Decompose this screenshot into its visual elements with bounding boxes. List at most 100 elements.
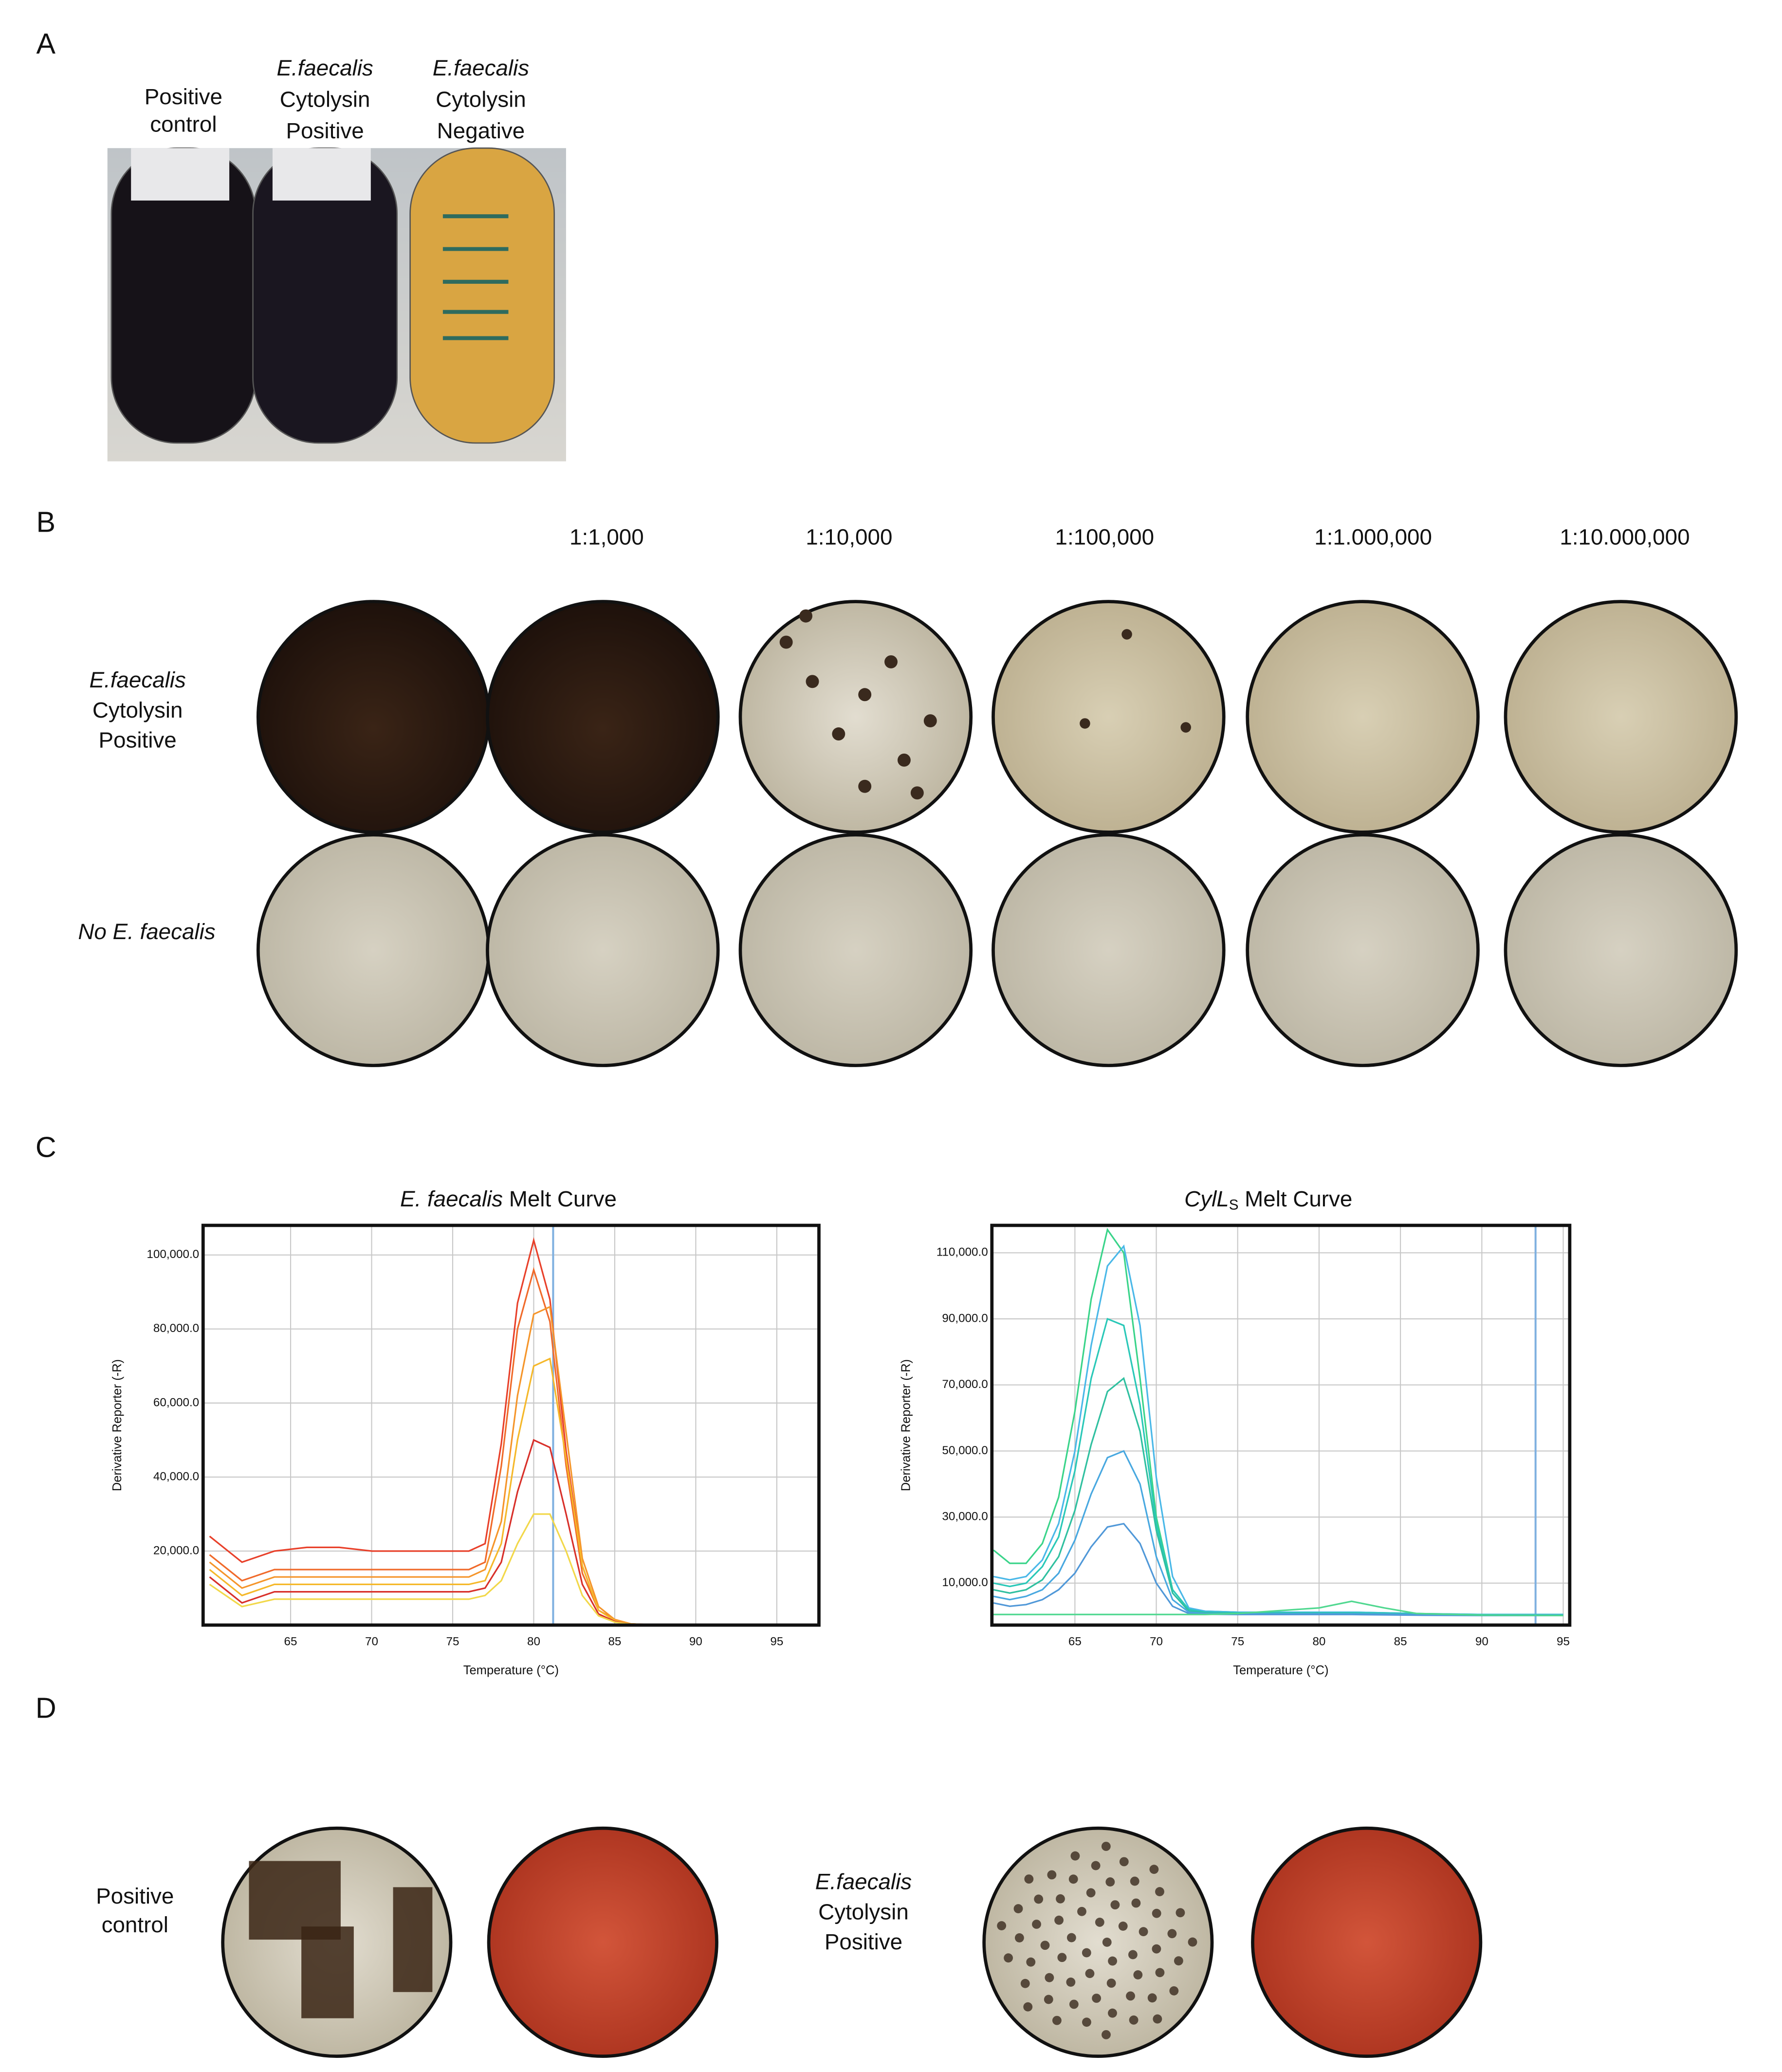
colony (1169, 1986, 1179, 1996)
tube-label (272, 148, 371, 201)
colony (1069, 1999, 1079, 2009)
colony (1066, 1933, 1076, 1942)
colony (1108, 1956, 1118, 1966)
colony (897, 753, 911, 767)
colony (1174, 1956, 1183, 1966)
colony (1077, 1906, 1086, 1916)
species-label: E.faecalis (815, 1869, 912, 1894)
x-tick-label: 70 (1150, 1635, 1163, 1648)
plate (1251, 1826, 1483, 2058)
y-tick-label: 40,000.0 (153, 1470, 199, 1483)
colony (1014, 1933, 1024, 1942)
colony (1082, 2017, 1091, 2027)
colony (1101, 1842, 1111, 1851)
plate (487, 1826, 718, 2058)
title-part: S (1229, 1197, 1239, 1213)
colony (1068, 1874, 1078, 1884)
title-part: CylL (1184, 1186, 1229, 1211)
colony (1092, 1994, 1102, 2003)
plate (1504, 600, 1738, 834)
colony (1119, 1857, 1129, 1867)
colony (1070, 1851, 1080, 1861)
panel-label: B (36, 505, 55, 538)
colony (1121, 629, 1132, 640)
colony (997, 1921, 1007, 1930)
plate (256, 600, 491, 834)
x-tick-label: 80 (1312, 1635, 1325, 1648)
chart-title: CylLS Melt Curve (1184, 1186, 1352, 1213)
plot-area (992, 1225, 1570, 1626)
plate (486, 600, 720, 834)
colony (1091, 1861, 1101, 1870)
label-line: Cytolysin (92, 698, 183, 722)
colony (1086, 1888, 1096, 1898)
title-part: Melt Curve (1238, 1186, 1352, 1211)
content: A Positive control E.faecalis Cytolysin Posit… (36, 27, 1738, 2058)
colony (1105, 1877, 1115, 1887)
colony (1004, 1953, 1013, 1963)
melt-curve (993, 1522, 1563, 1616)
colony (1045, 1973, 1054, 1982)
label-line: control (150, 112, 217, 137)
colony (1044, 1995, 1053, 2004)
colony (1188, 1937, 1197, 1947)
y-tick-label: 90,000.0 (942, 1312, 988, 1325)
colony (1082, 1948, 1091, 1958)
colony (1095, 1917, 1104, 1927)
x-tick-label: 95 (770, 1635, 783, 1648)
colony (1126, 1991, 1135, 2001)
y-axis-label: Derivative Reporter (-R) (900, 1359, 913, 1491)
label-line: Cytolysin (818, 1899, 909, 1924)
y-tick-label: 20,000.0 (153, 1544, 199, 1557)
x-tick-label: 75 (446, 1635, 459, 1648)
plate (738, 833, 973, 1067)
colony (858, 779, 872, 793)
dilution-label: 1:1,000 (570, 525, 644, 550)
colony (1102, 2030, 1111, 2039)
x-tick-label: 95 (1557, 1635, 1570, 1648)
y-tick-label: 110,000.0 (937, 1246, 988, 1259)
growth (301, 1926, 354, 2018)
colony (1080, 718, 1090, 729)
colony (1106, 1979, 1116, 1988)
colony (832, 727, 845, 740)
x-tick-label: 65 (1068, 1635, 1082, 1648)
x-tick-label: 65 (284, 1635, 297, 1648)
plate (1246, 833, 1480, 1067)
plate (256, 833, 491, 1067)
plot-area (203, 1225, 819, 1626)
colony (858, 688, 872, 702)
label-line: Cytolysin (436, 87, 526, 111)
dilution-label: 1:100,000 (1055, 525, 1155, 550)
colony (1032, 1920, 1041, 1929)
colony (1180, 722, 1191, 733)
colony (1129, 2015, 1139, 2025)
y-tick-label: 100,000.0 (147, 1248, 199, 1261)
y-tick-label: 80,000.0 (153, 1322, 199, 1335)
species-label: E.faecalis (89, 667, 185, 692)
x-tick-label: 90 (689, 1635, 702, 1648)
x-axis-label: Temperature (°C) (463, 1664, 559, 1677)
colony (1026, 1957, 1036, 1967)
colony (1139, 1927, 1148, 1937)
colony (1108, 2008, 1117, 2018)
y-tick-label: 70,000.0 (942, 1378, 988, 1391)
plate (992, 600, 1226, 834)
title-part: Melt Curve (503, 1186, 617, 1211)
colony (1013, 1904, 1023, 1913)
plate (738, 600, 973, 834)
x-tick-label: 85 (608, 1635, 621, 1648)
colony (1052, 2016, 1062, 2025)
y-tick-label: 30,000.0 (942, 1510, 988, 1523)
label-line: Positive (825, 1929, 902, 1954)
colony (923, 714, 937, 728)
colony (910, 786, 924, 800)
colony (1102, 1938, 1112, 1947)
panel-label: C (36, 1130, 56, 1163)
colony (1110, 1900, 1120, 1910)
colony (1131, 1898, 1141, 1908)
colony (1133, 1970, 1143, 1980)
x-tick-label: 90 (1475, 1635, 1488, 1648)
colony (1147, 1993, 1157, 2003)
melt-curve (209, 1513, 777, 1626)
